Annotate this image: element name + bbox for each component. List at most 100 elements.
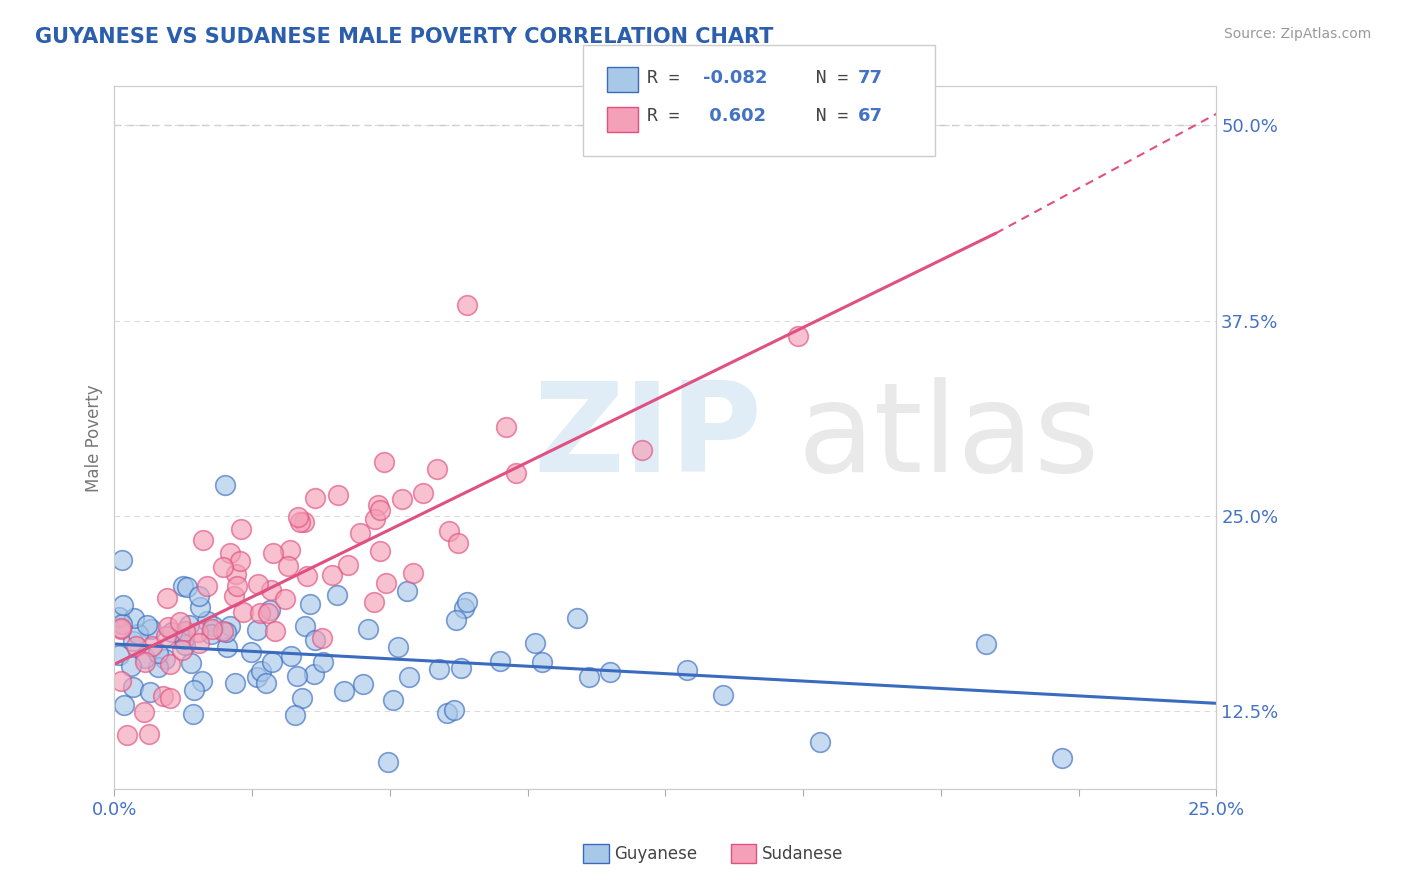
Point (141, 623, 163, 637)
Point (214, 477, 236, 491)
Point (110, 673, 132, 688)
Point (312, 655, 335, 669)
Point (402, 566, 425, 581)
Point (187, 589, 209, 603)
Point (215, 625, 238, 640)
Point (187, 625, 209, 640)
Point (200, 626, 222, 640)
Point (201, 622, 224, 636)
Point (530, 656, 553, 670)
Point (139, 685, 162, 699)
Point (292, 516, 315, 530)
Point (456, 298, 478, 312)
Point (426, 462, 449, 476)
Point (321, 568, 343, 582)
Point (259, 602, 281, 616)
Point (453, 601, 475, 615)
Point (447, 535, 470, 549)
Point (262, 546, 284, 560)
Point (134, 705, 156, 719)
Point (349, 526, 371, 541)
Point (202, 619, 225, 633)
Text: atlas: atlas (797, 377, 1099, 499)
Point (191, 674, 214, 689)
Point (222, 589, 245, 603)
Text: ZIP: ZIP (533, 377, 762, 499)
Point (326, 488, 349, 502)
Point (495, 420, 517, 434)
Point (212, 560, 235, 574)
Text: -0.082: -0.082 (703, 70, 768, 87)
Point (489, 654, 512, 668)
Point (249, 606, 271, 620)
Point (295, 569, 318, 583)
Point (456, 595, 478, 609)
Point (195, 614, 218, 628)
Point (112, 598, 135, 612)
Point (382, 693, 405, 707)
Point (172, 579, 194, 593)
Point (170, 642, 193, 657)
Point (337, 558, 360, 572)
Point (179, 617, 201, 632)
Point (191, 533, 214, 548)
Point (974, 637, 997, 651)
Text: 77: 77 (858, 70, 883, 87)
Point (153, 652, 176, 666)
Point (176, 580, 198, 594)
Point (246, 670, 269, 684)
Point (630, 442, 652, 457)
Point (302, 666, 325, 681)
Point (181, 706, 204, 721)
Point (676, 663, 699, 677)
Point (363, 512, 385, 526)
Point (135, 618, 157, 632)
Point (786, 329, 808, 343)
Point (450, 661, 472, 675)
Point (219, 618, 242, 632)
Text: Sudanese: Sudanese (762, 845, 844, 863)
Point (120, 658, 142, 673)
Point (160, 625, 183, 640)
Point (291, 690, 314, 705)
Point (249, 664, 271, 678)
Point (808, 735, 831, 749)
Text: N =: N = (794, 107, 859, 125)
Point (229, 554, 252, 568)
Point (443, 703, 465, 717)
Point (352, 677, 374, 691)
Point (398, 670, 420, 684)
Point (284, 708, 307, 723)
Text: N =: N = (794, 70, 859, 87)
Point (285, 669, 308, 683)
Point (111, 617, 134, 632)
Text: 67: 67 (858, 107, 883, 125)
Point (298, 597, 321, 611)
Point (159, 657, 181, 671)
Point (122, 634, 145, 648)
Point (304, 633, 326, 648)
Text: 0.602: 0.602 (703, 107, 766, 125)
Point (115, 728, 138, 742)
Point (387, 640, 409, 654)
Point (155, 629, 177, 643)
Point (156, 591, 179, 606)
Point (396, 584, 419, 599)
Point (232, 605, 254, 619)
Point (391, 491, 413, 506)
Point (195, 579, 218, 593)
Point (326, 589, 349, 603)
Point (231, 522, 253, 536)
Point (311, 631, 333, 645)
Point (108, 648, 131, 663)
Point (578, 670, 600, 684)
Point (260, 655, 283, 669)
Point (257, 607, 280, 621)
Point (219, 546, 242, 560)
Point (225, 567, 247, 582)
Point (599, 665, 621, 679)
Point (173, 632, 195, 647)
Point (110, 622, 132, 636)
Point (212, 624, 235, 639)
Point (121, 680, 143, 694)
